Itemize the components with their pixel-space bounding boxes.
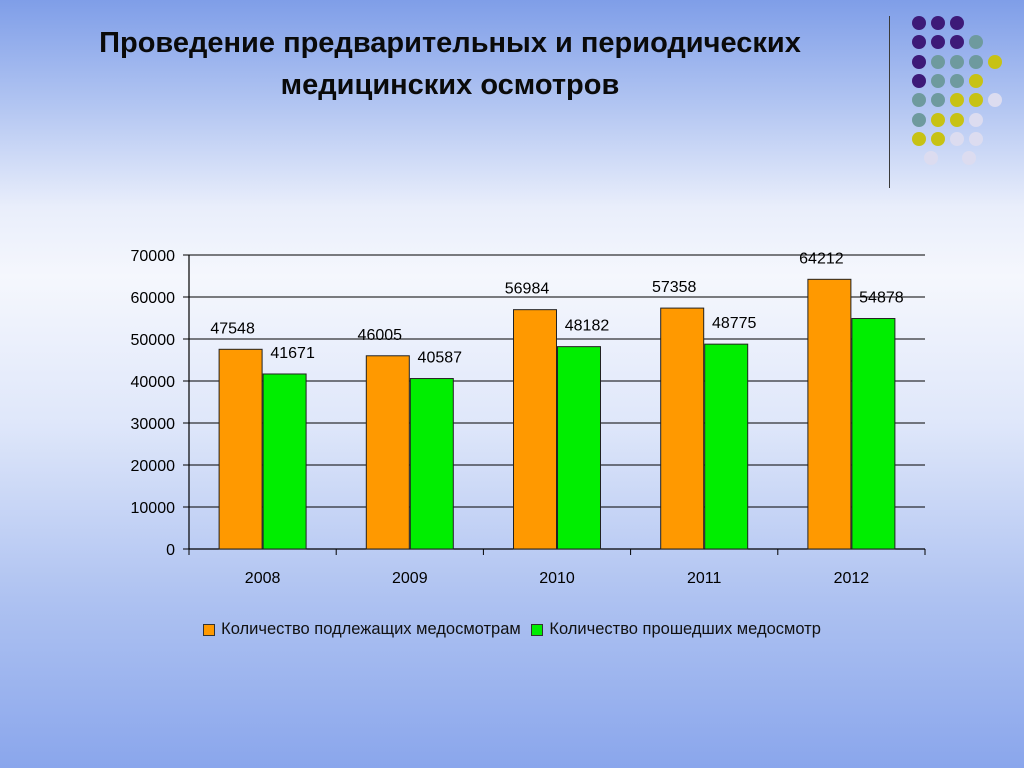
y-tick-label: 70000 <box>131 248 176 265</box>
data-label: 46005 <box>358 327 403 344</box>
bar-subject <box>660 307 705 550</box>
bar-passed <box>262 373 307 550</box>
legend-item-series-2: Количество прошедших медосмотр <box>531 620 821 639</box>
bar-subject <box>513 309 557 550</box>
data-label: 47548 <box>210 320 255 337</box>
title-line-2: медицинских осмотров <box>280 69 620 101</box>
data-label: 41671 <box>270 345 315 362</box>
legend-label-series-1: Количество подлежащих медосмотрам <box>221 620 521 638</box>
y-tick-label: 50000 <box>131 332 176 349</box>
y-tick-label: 20000 <box>131 458 176 475</box>
page-title: Проведение предварительных и периодическ… <box>0 22 900 106</box>
y-tick-label: 0 <box>166 542 175 559</box>
data-label: 48182 <box>565 318 610 335</box>
x-tick-label: 2008 <box>245 570 281 587</box>
data-label: 40587 <box>418 350 463 367</box>
data-label: 56984 <box>505 281 550 298</box>
y-tick-label: 60000 <box>131 290 176 307</box>
y-tick-label: 10000 <box>131 500 176 517</box>
bar-subject <box>807 278 852 550</box>
bar-subject <box>365 355 410 550</box>
y-tick-label: 30000 <box>131 416 176 433</box>
bar-passed <box>851 318 896 550</box>
decorative-divider <box>889 16 890 188</box>
data-label: 57358 <box>652 279 697 296</box>
bar-subject <box>218 348 263 550</box>
legend-item-series-1: Количество подлежащих медосмотрам <box>203 620 521 639</box>
x-tick-label: 2010 <box>539 570 575 587</box>
legend-label-series-2: Количество прошедших медосмотр <box>549 620 821 638</box>
data-label: 54878 <box>859 290 904 307</box>
bar-passed <box>704 343 749 550</box>
legend-swatch-green <box>531 623 544 636</box>
chart-legend: Количество подлежащих медосмотрам Количе… <box>0 620 1024 641</box>
data-label: 48775 <box>712 315 757 332</box>
title-line-1: Проведение предварительных и периодическ… <box>99 27 801 59</box>
x-tick-label: 2012 <box>834 570 870 587</box>
x-tick-label: 2011 <box>687 570 722 587</box>
y-tick-label: 40000 <box>131 374 176 391</box>
legend-swatch-orange <box>203 623 216 636</box>
bar-passed <box>409 378 454 550</box>
x-tick-label: 2009 <box>392 570 428 587</box>
data-label: 64212 <box>799 250 844 267</box>
bar-passed <box>557 346 601 550</box>
